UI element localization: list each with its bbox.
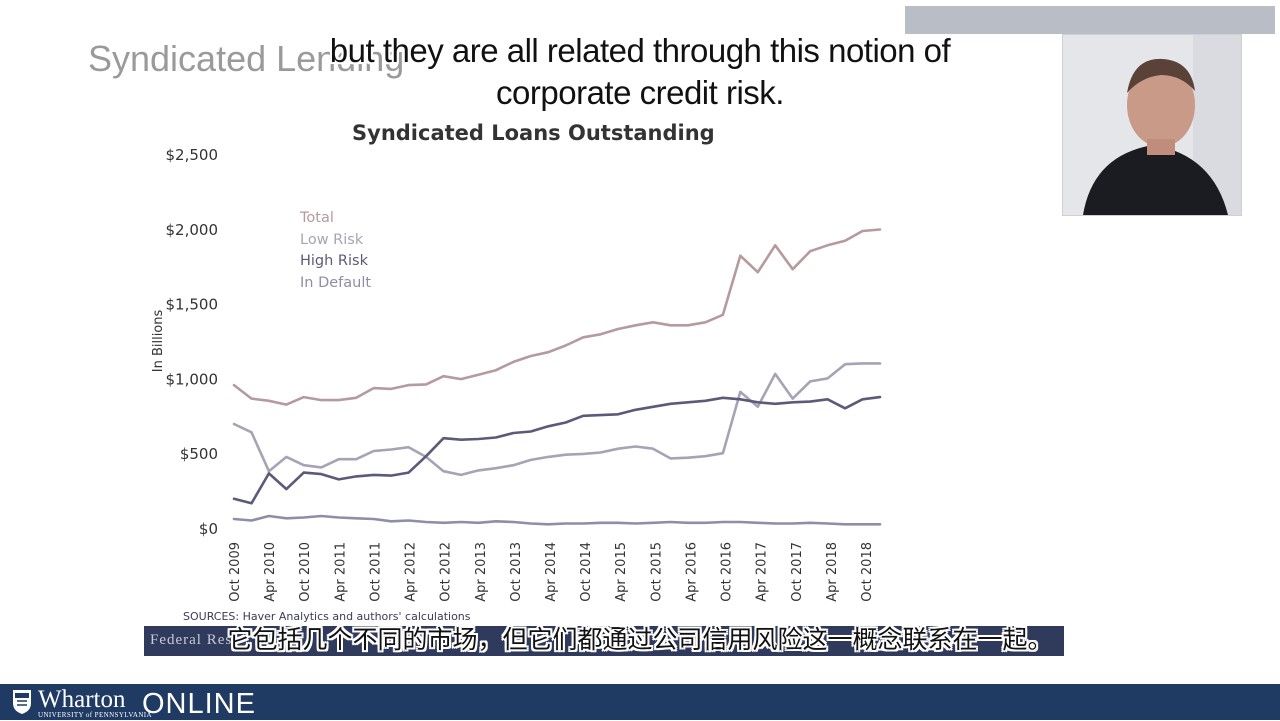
wharton-logo-subtext: UNIVERSITY of PENNSYLVANIA xyxy=(38,711,152,719)
legend-item-total: Total xyxy=(300,210,334,226)
presenter-silhouette-icon xyxy=(1063,35,1241,215)
chinese-caption: 它包括几个不同的市场，但它们都通过公司信用风险这一概念联系在一起。 xyxy=(227,625,1053,654)
x-tick-label: Oct 2015 xyxy=(649,542,664,602)
legend-item-low-risk: Low Risk xyxy=(300,231,364,248)
series-line-in-default xyxy=(232,514,882,526)
x-tick-label: Apr 2011 xyxy=(333,542,348,602)
penn-shield-icon xyxy=(13,690,31,714)
y-tick-label: $1,500 xyxy=(166,296,219,314)
x-tick-label: Apr 2014 xyxy=(544,542,559,602)
y-axis-label: In Billions xyxy=(151,310,166,373)
x-tick-label: Oct 2014 xyxy=(579,542,594,602)
series-line-total xyxy=(232,228,882,406)
federal-reserve-banner-text: Federal Res xyxy=(150,632,233,648)
y-tick-label: $2,500 xyxy=(166,146,219,164)
x-tick-label: Apr 2016 xyxy=(684,542,699,602)
x-tick-label: Apr 2017 xyxy=(755,542,770,602)
slide-title: Syndicated Lending xyxy=(88,38,405,79)
presenter-video xyxy=(1062,34,1242,216)
x-tick-label: Oct 2009 xyxy=(228,542,243,602)
chart-legend: Total Low Risk High Risk In Default xyxy=(300,208,371,294)
x-tick-label: Apr 2015 xyxy=(614,542,629,602)
y-tick-label: $0 xyxy=(199,520,218,538)
x-tick-label: Oct 2017 xyxy=(790,542,805,602)
legend-item-high-risk: High Risk xyxy=(300,253,368,269)
x-tick-label: Oct 2016 xyxy=(720,542,735,602)
x-tick-label: Oct 2012 xyxy=(439,542,454,602)
x-tick-label: Oct 2018 xyxy=(860,542,875,602)
chart-sources: SOURCES: Haver Analytics and authors' ca… xyxy=(183,610,471,623)
federal-reserve-banner xyxy=(144,626,1064,656)
english-caption: but they are all related through this no… xyxy=(329,32,951,111)
x-tick-label: Apr 2010 xyxy=(263,542,278,602)
webcam-strip xyxy=(905,6,1275,34)
x-tick-label: Oct 2010 xyxy=(298,542,313,602)
wharton-online-footer: Wharton UNIVERSITY of PENNSYLVANIA ONLIN… xyxy=(0,684,1280,720)
y-tick-label: $2,000 xyxy=(166,221,219,239)
online-logo-text: ONLINE xyxy=(142,688,256,720)
x-tick-label: Oct 2013 xyxy=(509,542,524,602)
x-tick-label: Oct 2011 xyxy=(368,542,383,602)
y-tick-label: $500 xyxy=(180,445,218,463)
x-tick-label: Apr 2012 xyxy=(404,542,419,602)
series-line-low-risk xyxy=(232,362,882,477)
legend-item-in-default: In Default xyxy=(300,274,372,291)
y-tick-label: $1,000 xyxy=(166,370,219,388)
wharton-logo-text: Wharton xyxy=(38,686,126,713)
series-line-high-risk xyxy=(232,395,882,505)
chart-title: Syndicated Loans Outstanding xyxy=(352,121,715,145)
x-tick-label: Apr 2013 xyxy=(474,542,489,602)
x-tick-label: Apr 2018 xyxy=(825,542,840,602)
